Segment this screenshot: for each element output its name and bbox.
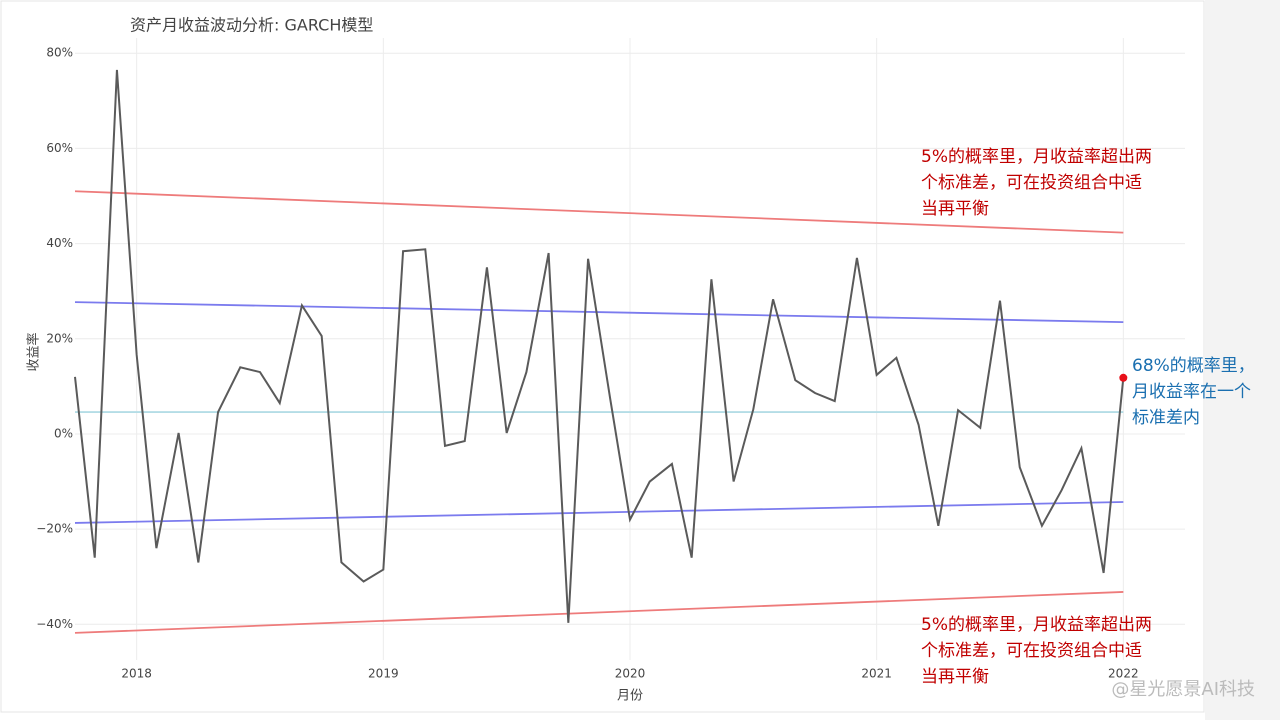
series-line — [74, 69, 1125, 623]
series-line — [74, 190, 1124, 234]
y-axis-label: 收益率 — [26, 332, 42, 371]
annotation: 个标准差，可在投资组合中适 — [921, 173, 1142, 193]
annotation: 月收益率在一个 — [1132, 382, 1251, 402]
annotation: 标准差内 — [1132, 408, 1200, 428]
watermark: @星光愿景AI科技 — [1111, 679, 1255, 700]
y-tick-label: 60% — [46, 141, 73, 155]
x-axis-label: 月份 — [617, 689, 643, 704]
y-tick-label: −40% — [36, 617, 73, 631]
annotation: 5%的概率里，月收益率超出两 — [921, 615, 1152, 635]
series-line — [74, 301, 1124, 324]
chart-frame — [0, 0, 1205, 713]
end-marker — [1119, 373, 1128, 382]
annotation: 68%的概率里， — [1132, 356, 1255, 376]
x-tick-label: 2022 — [1108, 667, 1139, 681]
x-tick-label: 2018 — [121, 667, 152, 681]
y-tick-label: 20% — [46, 331, 73, 345]
annotation: 个标准差，可在投资组合中适 — [921, 641, 1142, 661]
series-line — [74, 501, 1124, 524]
x-tick-label: 2020 — [615, 667, 646, 681]
side-strip — [1205, 0, 1280, 720]
y-tick-label: 0% — [54, 426, 73, 440]
series-line — [74, 591, 1124, 634]
annotation: 当再平衡 — [921, 667, 989, 687]
annotation: 当再平衡 — [921, 199, 989, 219]
y-tick-label: −20% — [36, 522, 73, 536]
y-tick-label: 40% — [46, 236, 73, 250]
x-tick-label: 2021 — [861, 667, 892, 681]
x-tick-label: 2019 — [368, 667, 399, 681]
chart-title: 资产月收益波动分析: GARCH模型 — [130, 16, 373, 35]
y-tick-label: 80% — [46, 46, 73, 60]
annotation: 5%的概率里，月收益率超出两 — [921, 147, 1152, 167]
